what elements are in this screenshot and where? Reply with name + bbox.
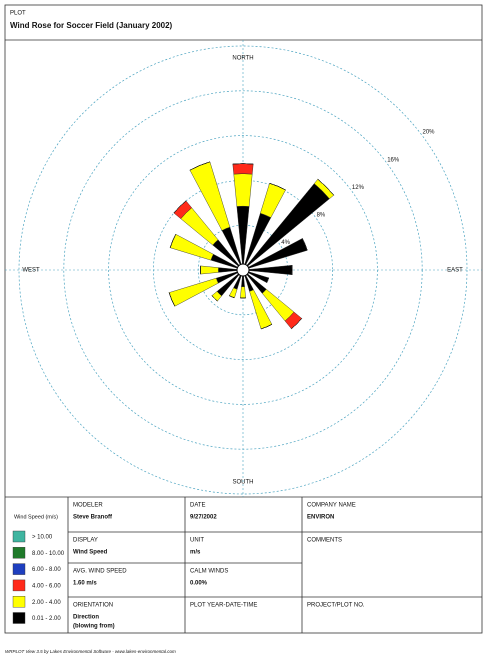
- petal-segment: [168, 277, 219, 307]
- info-label: PROJECT/PLOT NO.: [307, 603, 365, 609]
- chart-title: Wind Rose for Soccer Field (January 2002…: [10, 21, 173, 30]
- legend-label: 8.00 - 10.00: [32, 551, 65, 557]
- direction-label: NORTH: [232, 56, 253, 62]
- info-value: (blowing from): [73, 624, 115, 630]
- ring-label: 8%: [317, 212, 326, 218]
- info-value: Wind Speed: [73, 550, 108, 556]
- petal-segment: [232, 163, 254, 175]
- footer: WRPLOT View 3.5 by Lakes Environmental S…: [5, 649, 176, 654]
- ring-label: 20%: [423, 130, 436, 136]
- info-value: ENVIRON: [307, 515, 334, 521]
- legend-swatch: [12, 530, 26, 543]
- petal-segment: [302, 238, 308, 251]
- legend-swatch: [12, 547, 26, 559]
- header-label: PLOT: [10, 11, 26, 17]
- grid-ring: [18, 45, 468, 495]
- info-value: Steve Branoff: [73, 515, 113, 521]
- info-label: DATE: [190, 503, 206, 509]
- legend-swatch: [12, 596, 26, 608]
- info-label: COMPANY NAME: [307, 503, 356, 509]
- petal-segment: [266, 277, 269, 283]
- legend-label: 4.00 - 6.00: [32, 583, 61, 589]
- ring-label: 16%: [387, 157, 400, 163]
- petal-segment: [260, 324, 273, 330]
- direction-label: SOUTH: [233, 480, 254, 486]
- petal-segment: [180, 207, 219, 246]
- legend-label: > 10.00: [32, 535, 53, 541]
- grid-ring: [63, 90, 423, 450]
- center-calm: [236, 263, 250, 277]
- petal-segment: [269, 183, 286, 191]
- info-label: PLOT YEAR-DATE-TIME: [190, 603, 257, 609]
- ring-label: 4%: [281, 240, 290, 246]
- info-label: AVG. WIND SPEED: [73, 569, 127, 575]
- direction-label: WEST: [22, 268, 40, 274]
- petal-segment: [260, 182, 286, 218]
- petal-segment: [233, 173, 253, 207]
- info-value: m/s: [190, 550, 201, 556]
- info-value: 9/27/2002: [190, 515, 217, 521]
- petal-segment: [317, 179, 334, 196]
- ring-label: 12%: [352, 185, 365, 191]
- legend-swatch: [12, 612, 26, 624]
- petal-segment: [200, 265, 219, 275]
- legend-label: 6.00 - 8.00: [32, 567, 61, 573]
- info-label: ORIENTATION: [73, 603, 113, 609]
- petal-segment: [291, 318, 302, 329]
- info-label: CALM WINDS: [190, 569, 228, 575]
- petal-segment: [242, 183, 330, 271]
- legend-swatch: [12, 563, 26, 575]
- info-value: 1.60 m/s: [73, 581, 97, 587]
- info-value: 0.00%: [190, 581, 208, 587]
- outer-frame: [4, 4, 483, 634]
- legend-label: 2.00 - 4.00: [32, 600, 61, 606]
- info-value: Direction: [73, 615, 99, 621]
- info-label: COMMENTS: [307, 538, 342, 544]
- petal-segment: [211, 295, 218, 302]
- legend-label: 0.01 - 2.00: [32, 616, 61, 622]
- legend-title: Wind Speed (m/s): [14, 514, 58, 520]
- direction-label: EAST: [447, 268, 463, 274]
- info-label: DISPLAY: [73, 538, 98, 544]
- legend-swatch: [12, 579, 26, 592]
- petal-segment: [240, 286, 246, 299]
- info-label: UNIT: [190, 538, 204, 544]
- petal-segment: [173, 200, 187, 214]
- info-label: MODELER: [73, 503, 103, 509]
- grid-ring: [108, 135, 378, 405]
